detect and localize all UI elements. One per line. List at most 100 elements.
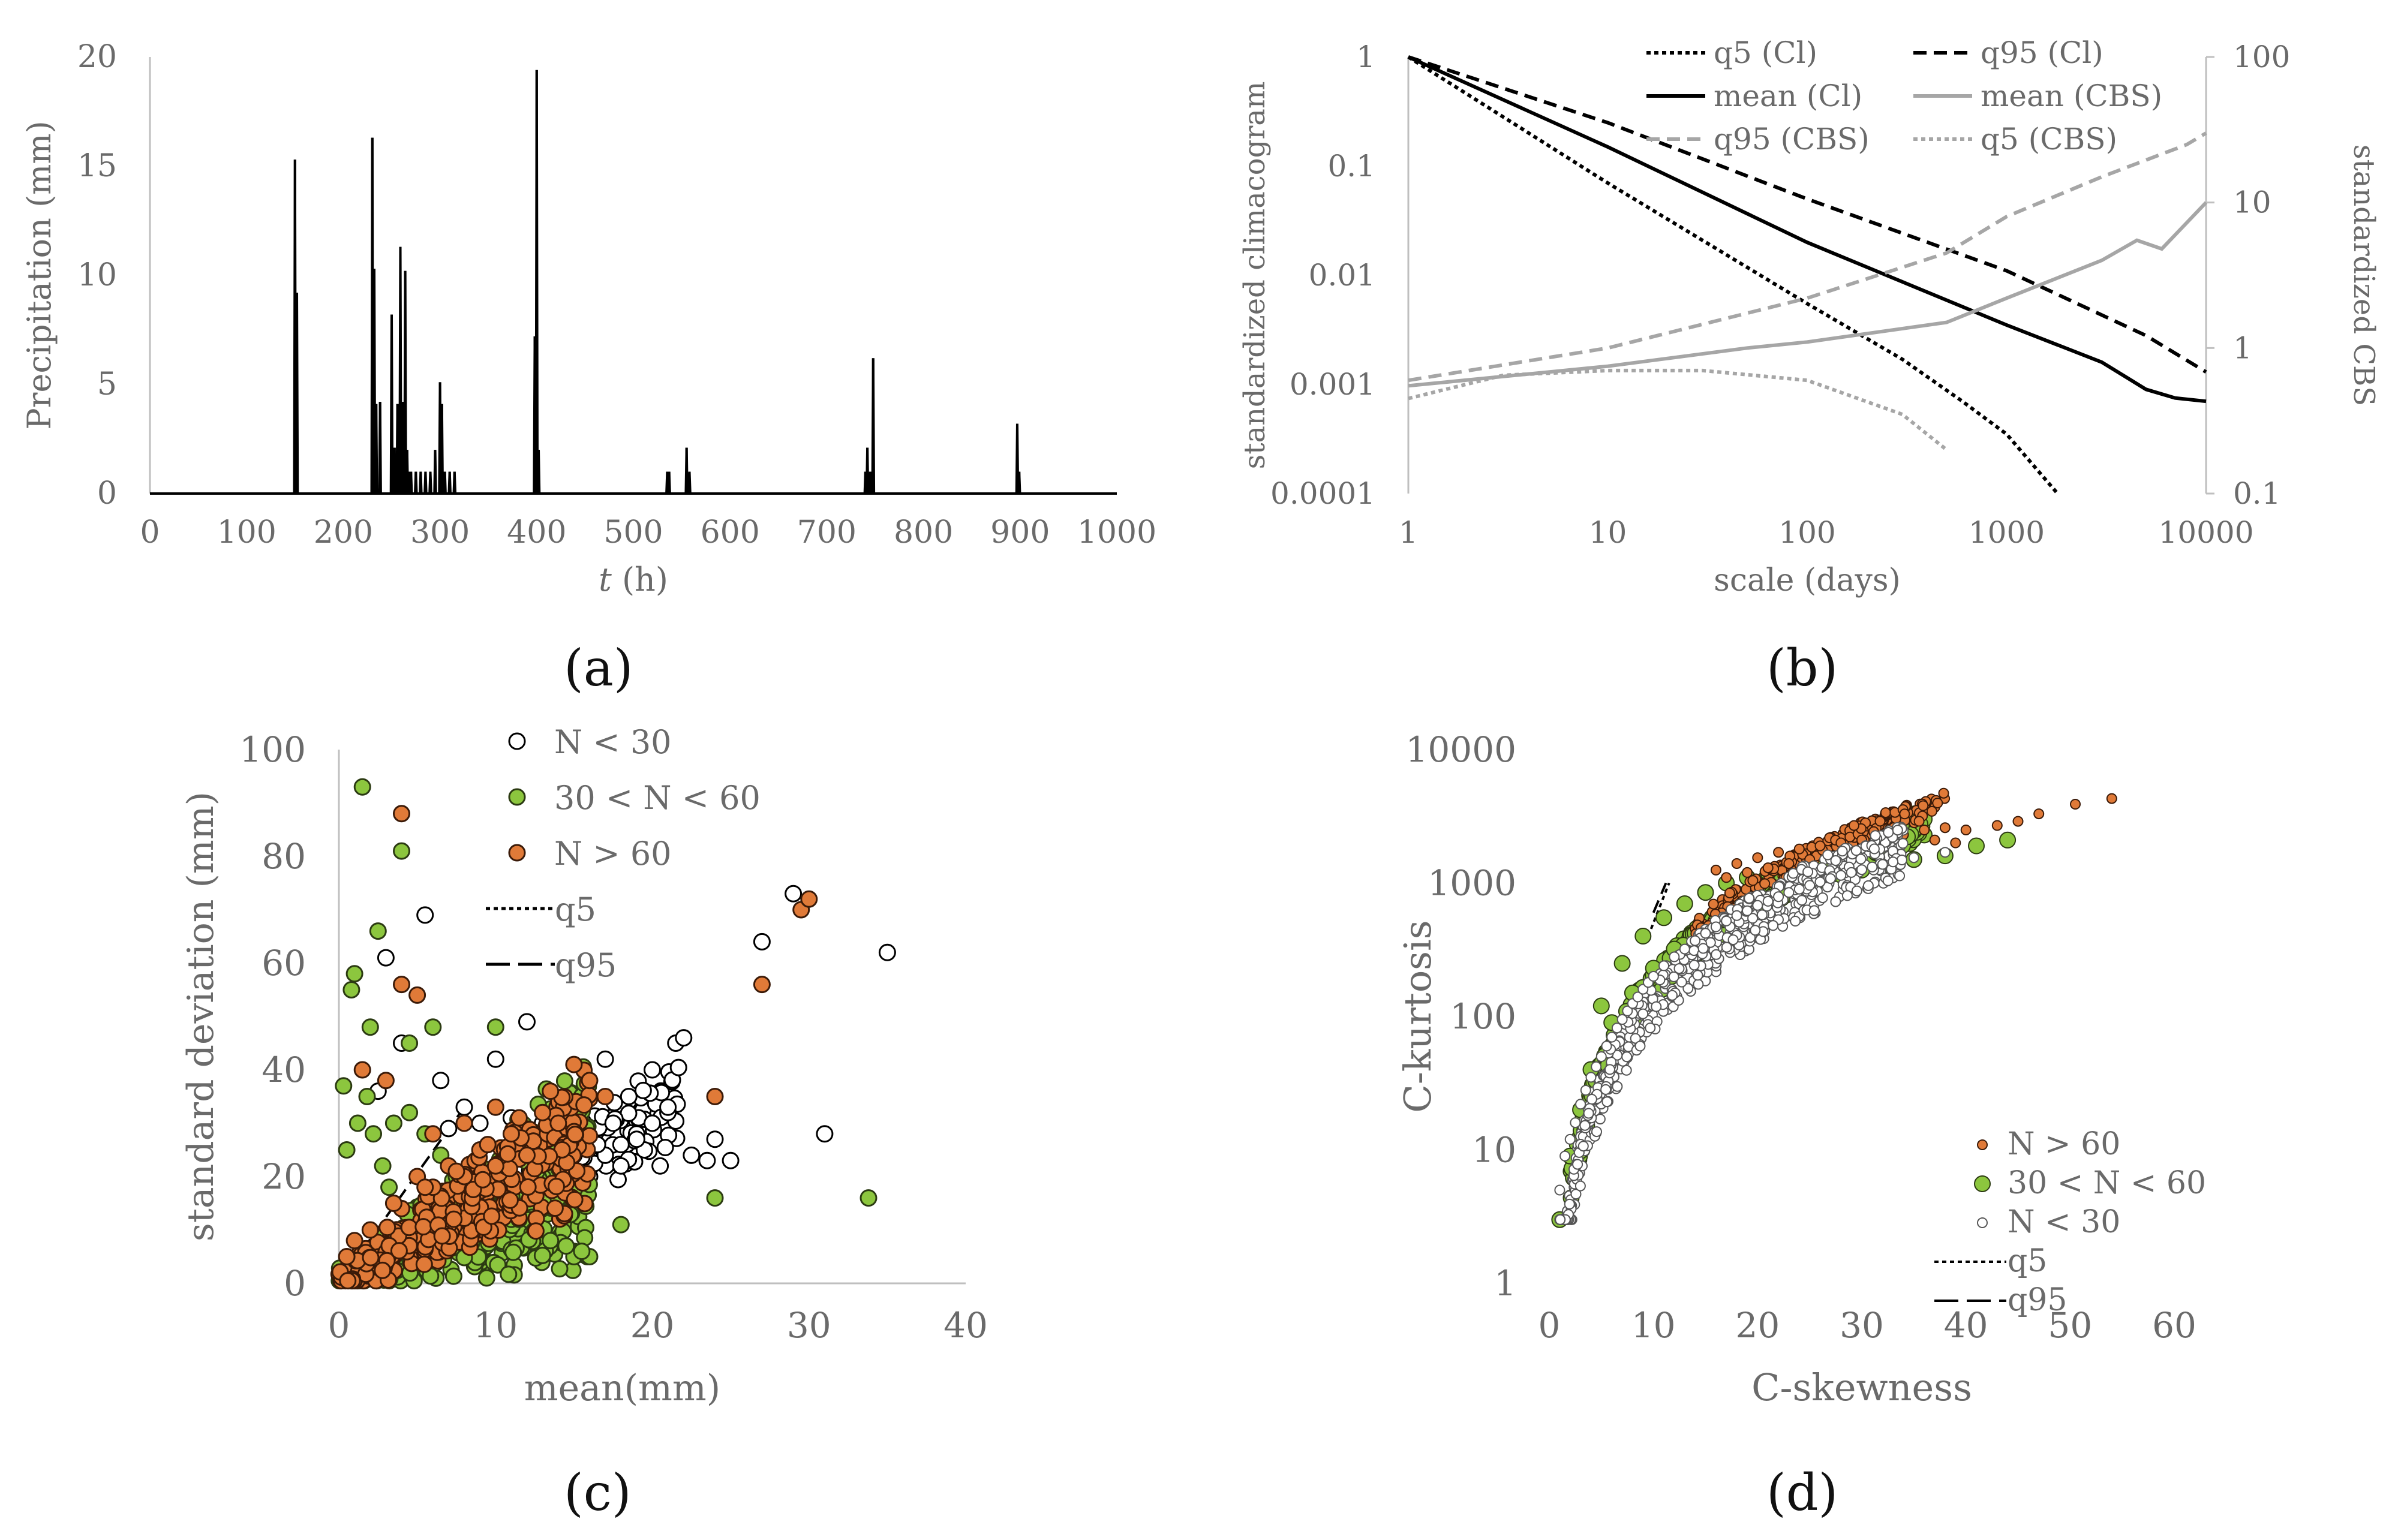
d-point-2-cloud — [1817, 892, 1828, 904]
b-right-tick-label: 10 — [2233, 185, 2271, 220]
b-left-tick-label: 1 — [1356, 40, 1375, 74]
d-point-2-cloud — [1604, 1064, 1615, 1075]
d-point — [1676, 895, 1693, 912]
d-point — [1825, 873, 1836, 885]
d-point — [1591, 1061, 1602, 1072]
c-x-tick-label: 40 — [943, 1305, 988, 1346]
c-point-1-cloud — [489, 1256, 507, 1274]
c-point — [698, 1151, 716, 1169]
d-point — [2012, 816, 2024, 827]
panel-label-c-text: (c) — [564, 1463, 632, 1522]
c-point — [612, 1216, 630, 1234]
d-point-2-cloud — [1744, 892, 1755, 904]
c-point-2-cloud — [575, 1096, 593, 1114]
panel-label-c: (c) — [564, 1463, 632, 1522]
c-point — [549, 1114, 567, 1132]
c-point — [581, 1072, 599, 1090]
c-x-tick-label: 30 — [787, 1305, 831, 1346]
d-y-tick-label: 100 — [1450, 996, 1516, 1037]
c-point — [335, 1077, 353, 1095]
c-point — [557, 1237, 575, 1255]
c-legend-label: N < 30 — [554, 723, 672, 761]
b-x-tick-label: 1000 — [1969, 515, 2045, 550]
b-left-tick-label: 0.001 — [1290, 367, 1375, 402]
b-legend-label: q5 (CBS) — [1981, 122, 2117, 157]
c-q95-line — [338, 1106, 465, 1285]
d-point — [1622, 1005, 1633, 1016]
d-point-0-cloud — [1874, 816, 1886, 827]
c-point-2-cloud — [362, 1249, 380, 1267]
d-point-2-cloud — [1882, 875, 1894, 886]
d-point-2-cloud — [1802, 866, 1814, 877]
panel-label-b: (b) — [1766, 639, 1838, 697]
d-point-2-cloud — [1574, 1180, 1586, 1192]
d-point-2-cloud — [1790, 916, 1801, 927]
d-point — [1814, 876, 1826, 888]
d-point — [1595, 1051, 1607, 1062]
d-point-2-cloud — [1711, 949, 1722, 960]
c-point — [353, 778, 371, 796]
d-point — [1616, 1014, 1628, 1025]
c-point — [365, 1125, 382, 1143]
d-point-2-cloud — [1883, 827, 1894, 838]
b-right-tick-label: 1 — [2233, 330, 2252, 365]
b-series-q95-cbs- — [1408, 131, 2207, 383]
c-point — [345, 965, 363, 983]
d-point — [1731, 910, 1742, 921]
d-point-2-cloud — [1747, 913, 1759, 924]
d-point — [1632, 991, 1643, 1003]
d-point — [1700, 928, 1711, 939]
d-point — [1564, 1133, 1576, 1145]
c-x-tick-label: 0 — [328, 1305, 350, 1346]
d-point-2-cloud — [1851, 885, 1862, 897]
d-point — [1721, 872, 1732, 883]
d-point-2-cloud — [1697, 943, 1709, 954]
c-point-2-cloud — [519, 1178, 537, 1196]
b-legend-label: mean (CBS) — [1981, 79, 2162, 113]
d-point — [1679, 943, 1690, 955]
c-point — [424, 1125, 442, 1143]
d-y-tick-label: 1 — [1494, 1263, 1516, 1304]
d-point-2-cloud — [1756, 909, 1768, 921]
c-point — [502, 1125, 520, 1143]
c-x-tick-label: 10 — [473, 1305, 518, 1346]
c-point-2-cloud — [546, 1199, 564, 1217]
c-point — [338, 1141, 356, 1159]
d-point — [1648, 971, 1659, 982]
b-left-tick-label: 0.01 — [1309, 258, 1375, 293]
a-x-tick-label: 500 — [603, 515, 663, 551]
d-point-2-cloud — [1750, 925, 1761, 936]
c-point — [800, 890, 818, 908]
a-x-axis-label-unit: (h) — [612, 561, 668, 598]
a-y-tick-label: 20 — [77, 39, 117, 75]
a-y-axis-label: Precipitation (mm) — [20, 121, 58, 429]
c-legend-label: q5 — [555, 891, 596, 928]
c-point — [683, 1146, 701, 1164]
c-point-2-cloud — [378, 1219, 396, 1237]
c-x-tick-label: 20 — [630, 1305, 675, 1346]
d-point — [1613, 955, 1631, 972]
c-point — [753, 933, 771, 951]
d-point-0-cloud — [1926, 805, 1937, 817]
c-point — [401, 1034, 419, 1052]
d-point-2-cloud — [1692, 970, 1703, 981]
d-point-2-cloud — [1621, 1064, 1632, 1076]
d-point-2-cloud — [1630, 1033, 1641, 1044]
a-x-tick-label: 400 — [507, 515, 566, 551]
b-series-mean-cl- — [1407, 55, 2207, 404]
d-point-2-cloud — [1721, 942, 1732, 953]
d-legend-marker — [1974, 1175, 1991, 1192]
d-point-2-cloud — [1850, 845, 1862, 856]
d-point — [1762, 895, 1774, 907]
b-right-tick-label: 0.1 — [2233, 476, 2281, 511]
d-point-0-cloud — [1708, 898, 1719, 910]
d-point-2-cloud — [1768, 920, 1779, 931]
b-x-tick-label: 10000 — [2158, 515, 2253, 550]
b-left-tick-label: 0.0001 — [1270, 476, 1375, 511]
b-legend-label: q5 (Cl) — [1714, 35, 1817, 70]
a-y-tick-label: 5 — [97, 366, 117, 402]
b-x-tick-label: 1 — [1399, 515, 1418, 550]
d-point-2-cloud — [1591, 1126, 1602, 1138]
a-x-tick-label: 0 — [140, 515, 160, 551]
